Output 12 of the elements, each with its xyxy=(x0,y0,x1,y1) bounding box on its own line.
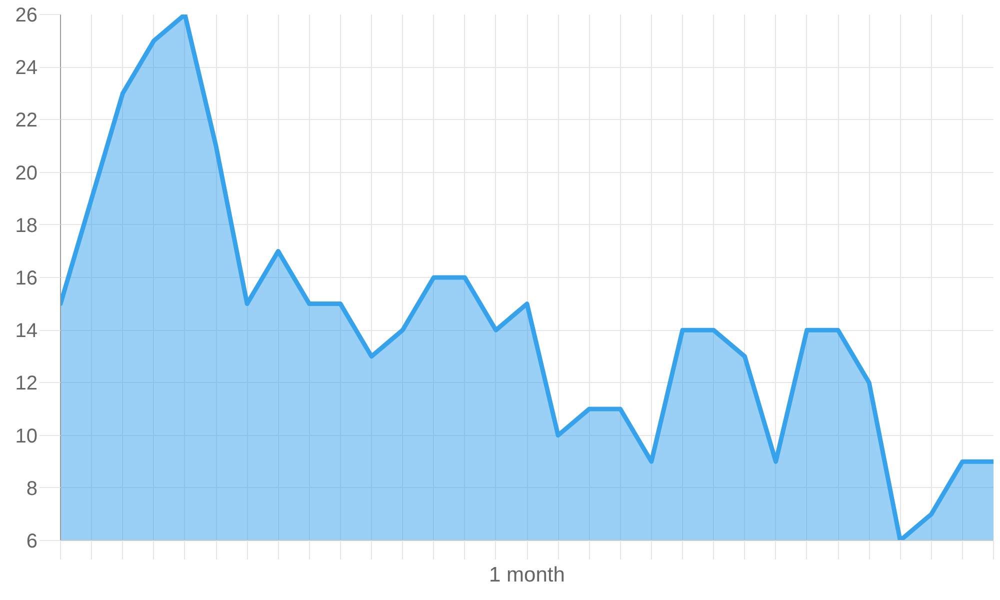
y-tick-label: 14 xyxy=(15,320,38,342)
y-tick-label: 24 xyxy=(15,57,38,80)
y-tick-label: 12 xyxy=(15,372,38,395)
y-tick-label: 6 xyxy=(26,530,38,552)
y-tick-label: 20 xyxy=(15,162,38,184)
y-tick-label: 18 xyxy=(15,214,38,237)
y-tick-label: 22 xyxy=(15,110,38,132)
y-tick-label: 16 xyxy=(15,268,38,290)
x-axis-title: 1 month xyxy=(489,564,565,586)
y-tick-label: 8 xyxy=(26,478,38,500)
y-tick-label: 26 xyxy=(15,4,38,26)
y-tick-label: 10 xyxy=(15,425,38,448)
